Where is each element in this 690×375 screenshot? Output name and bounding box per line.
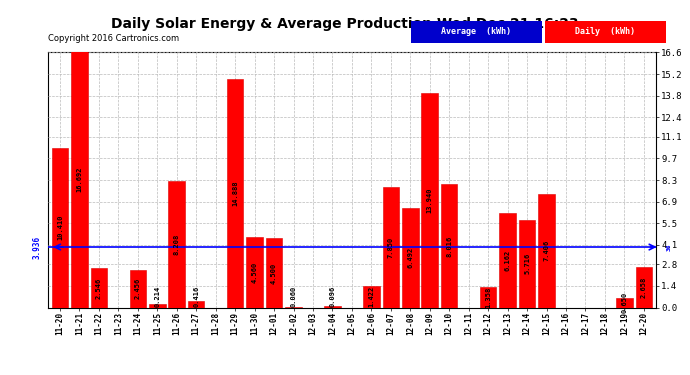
Text: 0.214: 0.214 — [155, 285, 160, 307]
Text: 1.358: 1.358 — [485, 286, 491, 308]
Bar — [635, 267, 652, 308]
Text: 13.940: 13.940 — [426, 188, 433, 213]
Bar — [266, 238, 282, 308]
Bar — [616, 297, 633, 307]
Text: 3.936: 3.936 — [32, 236, 41, 259]
Bar — [500, 213, 516, 308]
Text: Copyright 2016 Cartronics.com: Copyright 2016 Cartronics.com — [48, 34, 179, 43]
Text: Daily  (kWh): Daily (kWh) — [575, 27, 635, 36]
Text: 0.650: 0.650 — [622, 292, 627, 313]
Bar — [227, 79, 244, 308]
Text: 2.546: 2.546 — [96, 278, 102, 298]
Text: Daily Solar Energy & Average Production Wed Dec 21 16:23: Daily Solar Energy & Average Production … — [111, 17, 579, 31]
Bar — [52, 148, 68, 308]
Text: 1.422: 1.422 — [368, 286, 375, 307]
Text: 0.060: 0.060 — [290, 285, 297, 307]
Bar — [71, 51, 88, 308]
Text: 6.492: 6.492 — [407, 247, 413, 268]
Bar — [382, 187, 399, 308]
Text: 8.208: 8.208 — [174, 234, 180, 255]
Text: 10.410: 10.410 — [57, 215, 63, 240]
Text: 0.416: 0.416 — [193, 285, 199, 307]
Text: Average  (kWh): Average (kWh) — [441, 27, 511, 36]
Bar — [519, 220, 535, 308]
Text: 4.560: 4.560 — [252, 262, 257, 283]
Bar — [188, 301, 204, 307]
Text: 14.888: 14.888 — [232, 180, 238, 206]
Bar — [168, 182, 185, 308]
Text: 2.658: 2.658 — [641, 276, 647, 298]
Text: 5.716: 5.716 — [524, 253, 530, 274]
Bar — [246, 237, 263, 308]
Bar — [130, 270, 146, 308]
Text: 2.456: 2.456 — [135, 278, 141, 299]
Bar — [285, 307, 302, 308]
Bar — [441, 184, 457, 308]
Bar — [90, 268, 107, 308]
Text: 8.016: 8.016 — [446, 235, 452, 256]
Text: 36: 36 — [667, 243, 671, 251]
Bar — [480, 286, 496, 308]
Bar — [422, 93, 438, 308]
Text: 4.500: 4.500 — [271, 262, 277, 284]
Text: 7.850: 7.850 — [388, 237, 394, 258]
Text: 16.692: 16.692 — [77, 166, 82, 192]
Bar — [538, 194, 555, 308]
Bar — [363, 286, 380, 308]
Text: 6.162: 6.162 — [504, 249, 511, 271]
Bar — [402, 208, 419, 308]
Bar — [324, 306, 341, 308]
Text: 7.406: 7.406 — [544, 240, 549, 261]
Bar — [149, 304, 166, 307]
Text: 0.096: 0.096 — [329, 285, 335, 307]
